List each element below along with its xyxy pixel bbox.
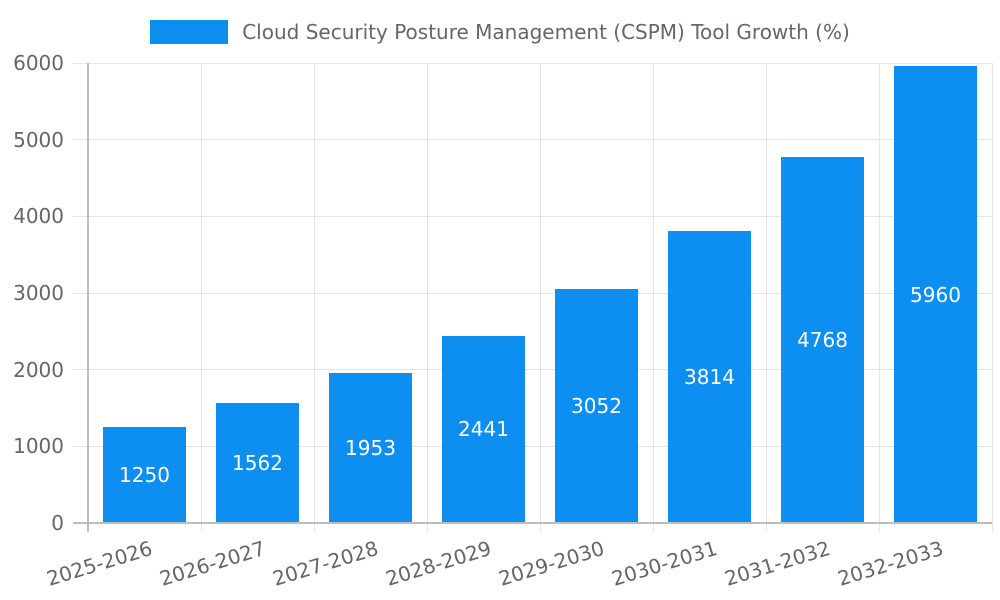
- bar-value-label: 2441: [458, 417, 509, 442]
- x-gridline: [426, 63, 428, 532]
- x-axis-tick-label: 2031-2032: [722, 536, 834, 591]
- y-gridline: [73, 292, 992, 294]
- bar-2030-2031[interactable]: [668, 230, 751, 523]
- x-axis-tick-label: 2026-2027: [157, 536, 269, 591]
- legend-series-label: Cloud Security Posture Management (CSPM)…: [242, 20, 850, 44]
- bar-value-label: 3052: [571, 394, 622, 418]
- bar-value-label: 1562: [232, 451, 283, 476]
- x-gridline: [200, 63, 202, 532]
- x-gridline: [878, 63, 880, 532]
- x-axis-tick-label: 2030-2031: [609, 536, 721, 591]
- x-axis-tick-label: 2028-2029: [383, 536, 495, 591]
- y-gridline: [73, 62, 992, 64]
- chart-legend[interactable]: Cloud Security Posture Management (CSPM)…: [0, 14, 1000, 50]
- x-axis-tick-label: 2032-2033: [835, 536, 947, 591]
- y-gridline: [73, 139, 992, 141]
- y-gridline: [73, 445, 992, 447]
- y-axis-tick-label: 3000: [13, 281, 64, 305]
- y-axis-tick-label: 0: [51, 511, 64, 535]
- bar-2028-2029[interactable]: [442, 335, 525, 523]
- y-gridline: [73, 369, 992, 371]
- bar-value-label: 1250: [119, 463, 170, 488]
- x-gridline: [313, 63, 315, 532]
- bar-2031-2032[interactable]: [781, 157, 864, 523]
- bar-2029-2030[interactable]: [555, 289, 638, 523]
- y-axis-line: [87, 63, 89, 532]
- y-axis-tick-label: 2000: [13, 357, 64, 382]
- legend-color-swatch: [150, 20, 229, 44]
- bar-2026-2027[interactable]: [216, 403, 299, 523]
- x-axis-tick-label: 2029-2030: [496, 536, 608, 591]
- x-axis-line: [73, 522, 992, 524]
- y-axis-tick-label: 4000: [13, 204, 64, 229]
- bar-2027-2028[interactable]: [329, 373, 412, 523]
- x-gridline: [539, 63, 541, 532]
- x-gridline: [652, 63, 654, 532]
- y-gridline: [73, 215, 992, 217]
- bar-2025-2026[interactable]: [103, 427, 186, 523]
- bar-2032-2033[interactable]: [894, 66, 977, 523]
- bar-value-label: 1953: [345, 436, 396, 461]
- bar-value-label: 3814: [684, 364, 735, 389]
- bar-value-label: 4768: [797, 328, 848, 353]
- bar-value-label: 5960: [910, 282, 961, 307]
- x-axis-tick-label: 2027-2028: [270, 536, 382, 591]
- x-gridline: [991, 63, 993, 532]
- y-axis-tick-label: 6000: [13, 51, 64, 75]
- x-axis-tick-label: 2025-2026: [44, 536, 156, 591]
- x-gridline: [765, 63, 767, 532]
- y-axis-tick-label: 5000: [13, 127, 64, 152]
- y-axis-tick-label: 1000: [13, 434, 64, 459]
